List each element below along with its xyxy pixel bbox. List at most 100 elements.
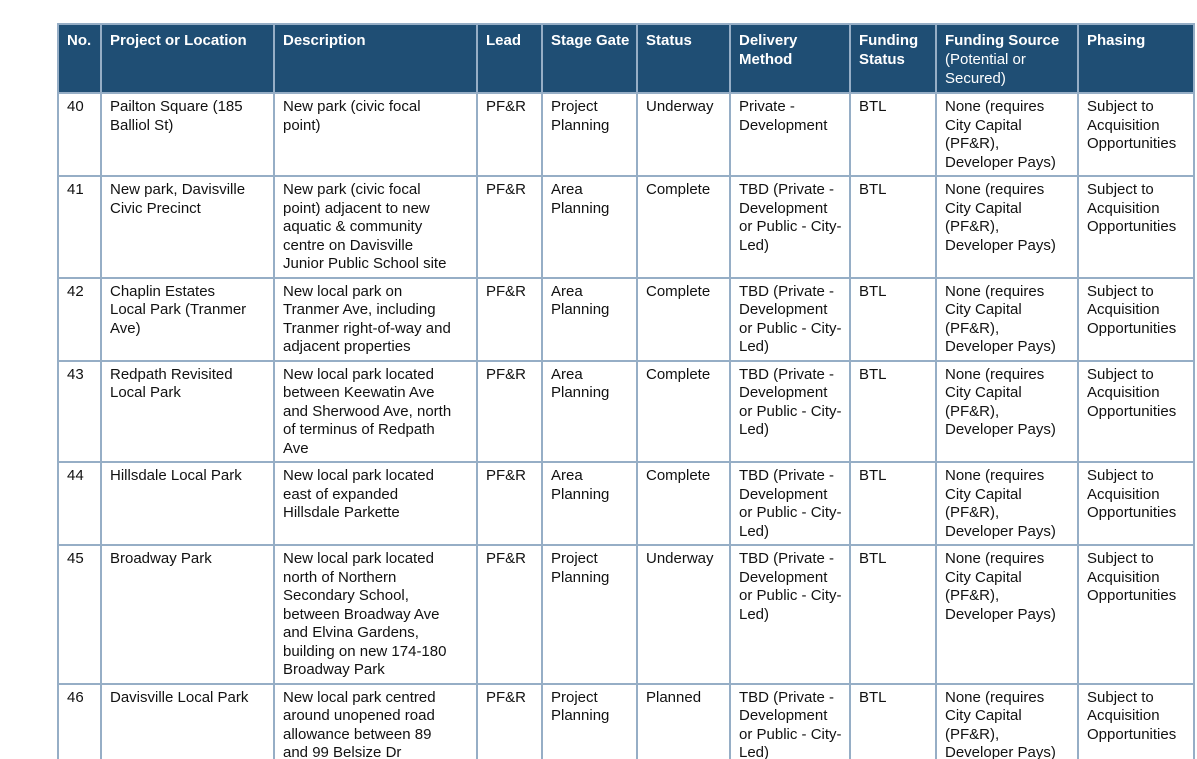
cell-no: 43 <box>57 359 102 463</box>
cell-funding-source: None (requires City Capital (PF&R), Deve… <box>935 461 1079 546</box>
cell-stage-gate: Project Planning <box>541 544 638 685</box>
column-header-label: Status <box>646 32 692 49</box>
cell-phasing: Subject to Acquisition Opportunities <box>1077 276 1195 362</box>
cell-stage-gate: Area Planning <box>541 175 638 279</box>
cell-funding-status: BTL <box>849 175 937 279</box>
column-header-label: Delivery Method <box>739 32 798 68</box>
cell-stage-gate: Area Planning <box>541 359 638 463</box>
cell-funding-source: None (requires City Capital (PF&R), Deve… <box>935 682 1079 759</box>
cell-lead: PF&R <box>476 461 543 546</box>
cell-funding-source: None (requires City Capital (PF&R), Deve… <box>935 359 1079 463</box>
column-header-status: Status <box>636 23 731 94</box>
table-row-42: 42 Chaplin Estates Local Park (Tranmer A… <box>57 276 1195 362</box>
cell-status: Complete <box>636 461 731 546</box>
column-header-label: Project or Location <box>110 32 247 49</box>
cell-no: 41 <box>57 175 102 279</box>
cell-phasing: Subject to Acquisition Opportunities <box>1077 359 1195 463</box>
column-header-funding-source: Funding Source (Potential or Secured) <box>935 23 1079 94</box>
cell-lead: PF&R <box>476 175 543 279</box>
cell-funding-source: None (requires City Capital (PF&R), Deve… <box>935 544 1079 685</box>
column-header-label: Funding Status <box>859 32 919 68</box>
column-header-lead: Lead <box>476 23 543 94</box>
cell-status: Underway <box>636 92 731 177</box>
cell-delivery-method: TBD (Private - Development or Public - C… <box>729 175 851 279</box>
cell-delivery-method: Private - Development <box>729 92 851 177</box>
cell-project: Broadway Park <box>100 544 275 685</box>
cell-no: 40 <box>57 92 102 177</box>
column-header-stage-gate: Stage Gate <box>541 23 638 94</box>
cell-stage-gate: Project Planning <box>541 682 638 759</box>
cell-funding-source: None (requires City Capital (PF&R), Deve… <box>935 175 1079 279</box>
column-header-delivery-method: Delivery Method <box>729 23 851 94</box>
cell-phasing: Subject to Acquisition Opportunities <box>1077 682 1195 759</box>
cell-lead: PF&R <box>476 682 543 759</box>
cell-lead: PF&R <box>476 276 543 362</box>
cell-delivery-method: TBD (Private - Development or Public - C… <box>729 682 851 759</box>
cell-status: Planned <box>636 682 731 759</box>
cell-funding-status: BTL <box>849 544 937 685</box>
cell-phasing: Subject to Acquisition Opportunities <box>1077 92 1195 177</box>
cell-description: New local park on Tranmer Ave, including… <box>273 276 478 362</box>
cell-description: New local park located east of expanded … <box>273 461 478 546</box>
column-header-funding-status: Funding Status <box>849 23 937 94</box>
table-row-45: 45 Broadway Park New local park located … <box>57 544 1195 685</box>
cell-funding-status: BTL <box>849 276 937 362</box>
cell-no: 46 <box>57 682 102 759</box>
cell-lead: PF&R <box>476 359 543 463</box>
cell-funding-status: BTL <box>849 92 937 177</box>
column-header-label: Lead <box>486 32 522 49</box>
cell-stage-gate: Area Planning <box>541 276 638 362</box>
cell-description: New local park centred around unopened r… <box>273 682 478 759</box>
header-row: No. Project or Location Description Lead… <box>57 23 1195 94</box>
cell-status: Complete <box>636 359 731 463</box>
column-header-description: Description <box>273 23 478 94</box>
cell-project: Redpath Revisited Local Park <box>100 359 275 463</box>
cell-no: 45 <box>57 544 102 685</box>
cell-delivery-method: TBD (Private - Development or Public - C… <box>729 359 851 463</box>
cell-delivery-method: TBD (Private - Development or Public - C… <box>729 461 851 546</box>
column-header-project: Project or Location <box>100 23 275 94</box>
cell-funding-status: BTL <box>849 461 937 546</box>
cell-description: New local park located between Keewatin … <box>273 359 478 463</box>
column-header-no: No. <box>57 23 102 94</box>
cell-no: 44 <box>57 461 102 546</box>
cell-funding-status: BTL <box>849 359 937 463</box>
projects-table: No. Project or Location Description Lead… <box>57 23 1195 759</box>
column-header-label: Funding Source <box>945 32 1060 49</box>
cell-project: Davisville Local Park <box>100 682 275 759</box>
table-row-44: 44 Hillsdale Local Park New local park l… <box>57 461 1195 546</box>
cell-description: New local park located north of Northern… <box>273 544 478 685</box>
cell-stage-gate: Area Planning <box>541 461 638 546</box>
column-header-phasing: Phasing <box>1077 23 1195 94</box>
cell-phasing: Subject to Acquisition Opportunities <box>1077 175 1195 279</box>
cell-project: Pailton Square (185 Balliol St) <box>100 92 275 177</box>
cell-no: 42 <box>57 276 102 362</box>
cell-phasing: Subject to Acquisition Opportunities <box>1077 544 1195 685</box>
cell-delivery-method: TBD (Private - Development or Public - C… <box>729 544 851 685</box>
cell-funding-status: BTL <box>849 682 937 759</box>
cell-status: Underway <box>636 544 731 685</box>
column-header-label: Phasing <box>1087 32 1146 49</box>
column-header-label: No. <box>67 32 92 49</box>
table-row-46: 46 Davisville Local Park New local park … <box>57 682 1195 759</box>
cell-project: Hillsdale Local Park <box>100 461 275 546</box>
cell-status: Complete <box>636 276 731 362</box>
table-row-43: 43 Redpath Revisited Local Park New loca… <box>57 359 1195 463</box>
cell-status: Complete <box>636 175 731 279</box>
cell-description: New park (civic focal point) <box>273 92 478 177</box>
cell-lead: PF&R <box>476 92 543 177</box>
cell-delivery-method: TBD (Private - Development or Public - C… <box>729 276 851 362</box>
cell-funding-source: None (requires City Capital (PF&R), Deve… <box>935 92 1079 177</box>
cell-lead: PF&R <box>476 544 543 685</box>
column-header-label: Description <box>283 32 366 49</box>
table-row-40: 40 Pailton Square (185 Balliol St) New p… <box>57 92 1195 177</box>
cell-phasing: Subject to Acquisition Opportunities <box>1077 461 1195 546</box>
cell-stage-gate: Project Planning <box>541 92 638 177</box>
cell-project: New park, Davisville Civic Precinct <box>100 175 275 279</box>
cell-description: New park (civic focal point) adjacent to… <box>273 175 478 279</box>
column-header-sublabel: (Potential or Secured) <box>945 51 1026 87</box>
table-row-41: 41 New park, Davisville Civic Precinct N… <box>57 175 1195 279</box>
cell-funding-source: None (requires City Capital (PF&R), Deve… <box>935 276 1079 362</box>
column-header-label: Stage Gate <box>551 32 630 49</box>
